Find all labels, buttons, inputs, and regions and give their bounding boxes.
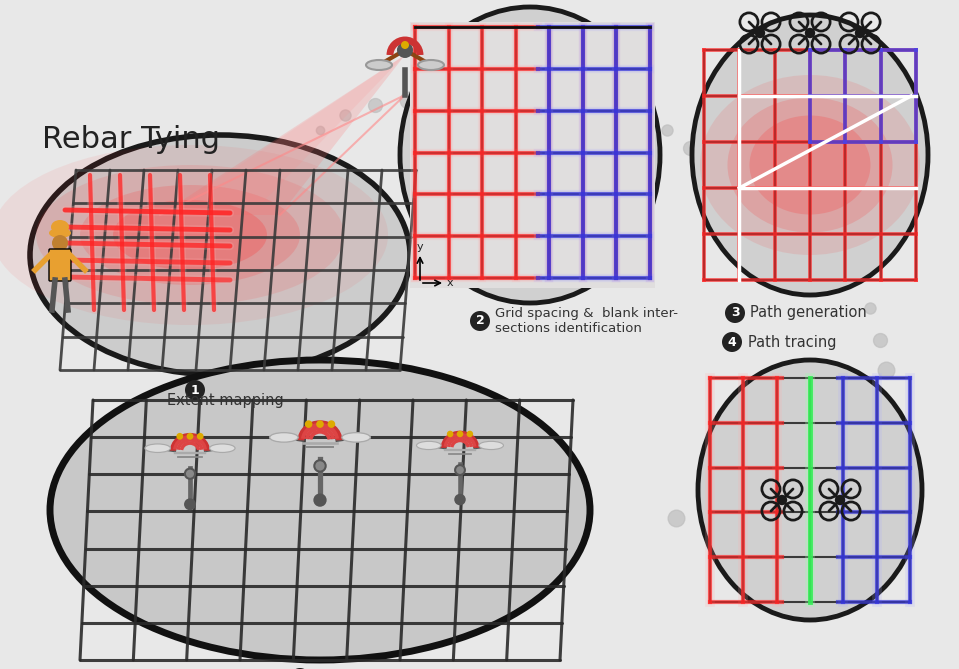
Circle shape xyxy=(401,41,409,49)
Circle shape xyxy=(854,28,865,38)
Ellipse shape xyxy=(728,98,893,233)
Text: Extent mapping: Extent mapping xyxy=(167,393,283,408)
Circle shape xyxy=(805,28,815,38)
Text: Rebar Tying: Rebar Tying xyxy=(42,126,220,155)
Circle shape xyxy=(290,668,310,669)
Ellipse shape xyxy=(36,165,344,305)
Polygon shape xyxy=(160,55,405,215)
Ellipse shape xyxy=(50,360,590,660)
Ellipse shape xyxy=(750,116,871,215)
Circle shape xyxy=(305,420,313,428)
Text: y: y xyxy=(417,242,424,252)
Circle shape xyxy=(777,495,787,505)
Ellipse shape xyxy=(113,200,267,270)
Circle shape xyxy=(314,494,327,506)
Ellipse shape xyxy=(418,60,444,70)
Ellipse shape xyxy=(30,135,410,375)
Ellipse shape xyxy=(269,433,298,442)
Ellipse shape xyxy=(51,220,69,234)
Circle shape xyxy=(176,433,183,440)
Ellipse shape xyxy=(700,75,920,255)
Polygon shape xyxy=(180,55,405,205)
Text: Path tracing: Path tracing xyxy=(748,334,836,349)
Ellipse shape xyxy=(366,60,392,70)
Circle shape xyxy=(185,468,195,479)
Text: 2: 2 xyxy=(476,314,484,328)
Ellipse shape xyxy=(698,360,922,620)
Ellipse shape xyxy=(416,442,441,450)
Bar xyxy=(410,22,655,288)
Circle shape xyxy=(197,433,203,440)
Circle shape xyxy=(456,465,465,475)
Circle shape xyxy=(185,380,205,400)
Circle shape xyxy=(456,431,463,438)
Text: 3: 3 xyxy=(731,306,739,320)
Text: x: x xyxy=(447,278,454,288)
Circle shape xyxy=(722,332,742,352)
Ellipse shape xyxy=(400,7,660,303)
Circle shape xyxy=(470,311,490,331)
Circle shape xyxy=(316,420,324,428)
Ellipse shape xyxy=(80,185,300,285)
Ellipse shape xyxy=(145,444,171,452)
Circle shape xyxy=(315,460,326,472)
Ellipse shape xyxy=(0,145,388,325)
Text: Grid spacing &  blank inter-
sections identification: Grid spacing & blank inter- sections ide… xyxy=(495,307,678,335)
Circle shape xyxy=(187,433,194,440)
Circle shape xyxy=(52,235,68,251)
Text: Path generation: Path generation xyxy=(750,306,867,320)
Circle shape xyxy=(455,494,466,505)
Text: 4: 4 xyxy=(728,335,737,349)
Ellipse shape xyxy=(692,15,928,295)
Circle shape xyxy=(725,303,745,323)
Ellipse shape xyxy=(49,228,71,238)
Ellipse shape xyxy=(341,433,370,442)
FancyBboxPatch shape xyxy=(49,249,71,281)
Circle shape xyxy=(184,498,196,510)
Circle shape xyxy=(397,42,413,58)
Text: 1: 1 xyxy=(191,383,199,397)
Circle shape xyxy=(834,495,845,505)
Circle shape xyxy=(467,431,473,438)
Circle shape xyxy=(447,431,454,438)
Circle shape xyxy=(755,28,765,38)
Ellipse shape xyxy=(479,442,503,450)
Circle shape xyxy=(328,420,336,428)
Ellipse shape xyxy=(210,444,235,452)
